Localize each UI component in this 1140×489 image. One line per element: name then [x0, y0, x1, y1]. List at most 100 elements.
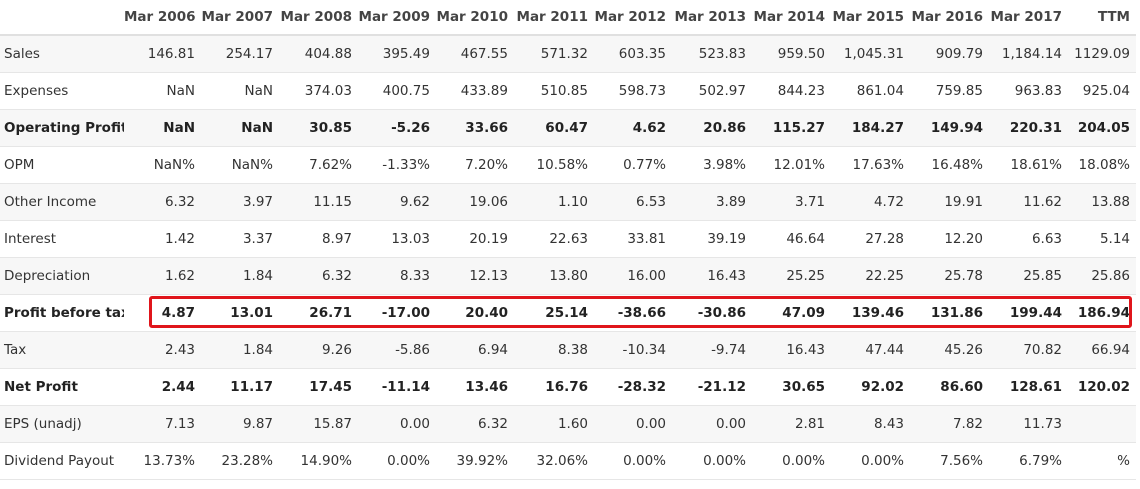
table-cell: 3.98% — [672, 146, 752, 184]
table-cell: 60.47 — [514, 109, 594, 147]
table-cell: 128.61 — [989, 368, 1068, 406]
table-cell: 9.62 — [358, 183, 436, 221]
table-cell: 32.06% — [514, 442, 594, 480]
table-cell: 20.86 — [672, 109, 752, 147]
table-cell: % — [1068, 442, 1136, 480]
column-header: Mar 2008 — [279, 0, 358, 36]
table-cell: 598.73 — [594, 72, 672, 110]
table-cell: 1.42 — [124, 220, 201, 258]
table-cell: 8.97 — [279, 220, 358, 258]
table-cell: 523.83 — [672, 35, 752, 73]
table-cell: 17.63% — [831, 146, 910, 184]
table-cell: 6.32 — [436, 405, 514, 443]
row-label: Operating Profit — [0, 109, 124, 147]
table-cell: 404.88 — [279, 35, 358, 73]
column-header: Mar 2015 — [831, 0, 910, 36]
table-cell: 22.25 — [831, 257, 910, 295]
table-cell: 115.27 — [752, 109, 831, 147]
table-cell: -28.32 — [594, 368, 672, 406]
table-cell: 146.81 — [124, 35, 201, 73]
column-header: Mar 2006 — [124, 0, 201, 36]
table-cell: 92.02 — [831, 368, 910, 406]
column-header: Mar 2016 — [910, 0, 989, 36]
row-label: Other Income — [0, 183, 124, 221]
table-cell: 13.80 — [514, 257, 594, 295]
table-cell: 11.73 — [989, 405, 1068, 443]
table-cell: 963.83 — [989, 72, 1068, 110]
table-cell: 25.86 — [1068, 257, 1136, 295]
table-header: Mar 2006 Mar 2007 Mar 2008 Mar 2009 Mar 2010… — [0, 0, 1136, 36]
table-cell: 33.66 — [436, 109, 514, 147]
financial-results-table: Mar 2006 Mar 2007 Mar 2008 Mar 2009 Mar 2010… — [0, 0, 1136, 480]
table-cell: 7.82 — [910, 405, 989, 443]
table-cell: 502.97 — [672, 72, 752, 110]
table-cell: 9.26 — [279, 331, 358, 369]
table-cell: 10.58% — [514, 146, 594, 184]
table-cell: 6.94 — [436, 331, 514, 369]
table-cell: -1.33% — [358, 146, 436, 184]
table-cell: 3.89 — [672, 183, 752, 221]
table-row: Interest 1.42 3.37 8.97 13.03 20.19 22.63 33.81… — [0, 220, 1136, 258]
table-cell: 20.19 — [436, 220, 514, 258]
table-row: OPM NaN% NaN% 7.62% -1.33% 7.20% 10.58% 0.77% 3.… — [0, 146, 1136, 184]
table-cell: 0.00% — [752, 442, 831, 480]
table-cell: -17.00 — [358, 294, 436, 332]
table-cell: 2.81 — [752, 405, 831, 443]
table-cell: 27.28 — [831, 220, 910, 258]
table-cell: 16.76 — [514, 368, 594, 406]
table-cell: -5.86 — [358, 331, 436, 369]
table-cell: 11.15 — [279, 183, 358, 221]
table-cell: 7.13 — [124, 405, 201, 443]
table-cell: NaN — [201, 72, 279, 110]
table-cell: 433.89 — [436, 72, 514, 110]
table-cell: 186.94 — [1068, 294, 1136, 332]
table-cell: 6.32 — [279, 257, 358, 295]
table-cell: 16.00 — [594, 257, 672, 295]
table-cell: 16.48% — [910, 146, 989, 184]
table-cell: 909.79 — [910, 35, 989, 73]
table-cell: NaN% — [201, 146, 279, 184]
table-cell: 17.45 — [279, 368, 358, 406]
table-row: Sales 146.81 254.17 404.88 395.49 467.55 571.3… — [0, 35, 1136, 73]
table-cell: 120.02 — [1068, 368, 1136, 406]
table-cell: 7.56% — [910, 442, 989, 480]
table-cell: 6.32 — [124, 183, 201, 221]
table-cell: 603.35 — [594, 35, 672, 73]
table-cell: 19.91 — [910, 183, 989, 221]
table-cell: -21.12 — [672, 368, 752, 406]
table-cell: 467.55 — [436, 35, 514, 73]
table-cell: NaN — [201, 109, 279, 147]
table-cell: -30.86 — [672, 294, 752, 332]
table-cell: 131.86 — [910, 294, 989, 332]
table-cell: 3.71 — [752, 183, 831, 221]
table-cell: 759.85 — [910, 72, 989, 110]
table-cell: 19.06 — [436, 183, 514, 221]
table-cell: 0.00 — [358, 405, 436, 443]
table-cell: NaN — [124, 72, 201, 110]
table-cell: 46.64 — [752, 220, 831, 258]
row-label: Tax — [0, 331, 124, 369]
table-cell: 0.00% — [672, 442, 752, 480]
table-row: Tax 2.43 1.84 9.26 -5.86 6.94 8.38 -10.34 -9.74 1… — [0, 331, 1136, 369]
table-cell: 2.44 — [124, 368, 201, 406]
row-label: Profit before tax — [0, 294, 124, 332]
column-header: Mar 2009 — [358, 0, 436, 36]
table-cell: 8.38 — [514, 331, 594, 369]
table-cell: 861.04 — [831, 72, 910, 110]
table-cell: 13.03 — [358, 220, 436, 258]
row-label: EPS (unadj) — [0, 405, 124, 443]
table-cell: 25.25 — [752, 257, 831, 295]
table-cell: -38.66 — [594, 294, 672, 332]
table-cell: 395.49 — [358, 35, 436, 73]
table-cell: 3.97 — [201, 183, 279, 221]
table-cell: 47.44 — [831, 331, 910, 369]
table-cell: 1.84 — [201, 331, 279, 369]
table-row: EPS (unadj) 7.13 9.87 15.87 0.00 6.32 1.60 0.00… — [0, 405, 1136, 443]
table-cell: -9.74 — [672, 331, 752, 369]
table-cell: 25.78 — [910, 257, 989, 295]
column-header: Mar 2007 — [201, 0, 279, 36]
table-cell: 571.32 — [514, 35, 594, 73]
row-label-header — [0, 0, 124, 36]
table-cell: 1129.09 — [1068, 35, 1136, 73]
table-cell: 11.62 — [989, 183, 1068, 221]
